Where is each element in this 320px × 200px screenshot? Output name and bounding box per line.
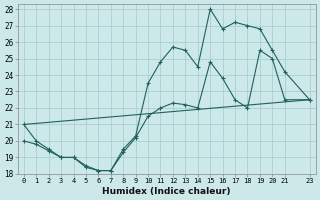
X-axis label: Humidex (Indice chaleur): Humidex (Indice chaleur) <box>102 187 231 196</box>
